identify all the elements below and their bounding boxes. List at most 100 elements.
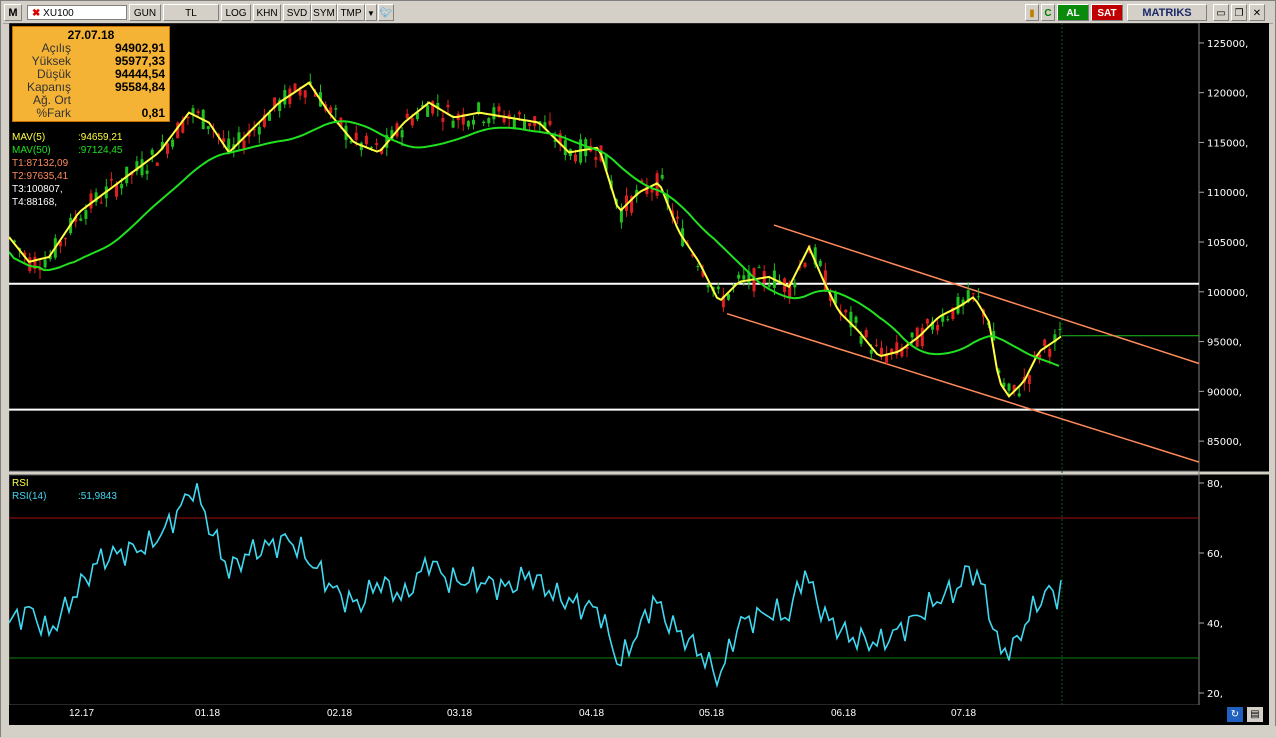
candle-body (757, 267, 761, 269)
candle-body (109, 178, 113, 181)
candle-body (349, 140, 353, 143)
candle-body (920, 327, 924, 347)
candle-body (966, 290, 970, 303)
currency-button[interactable]: TL (163, 4, 219, 21)
indicator-t1: T1:87132,09 (12, 158, 69, 169)
candle-body (834, 291, 838, 304)
tmp-button[interactable]: TMP (337, 4, 365, 21)
candle-body (160, 141, 164, 150)
svd-button[interactable]: SVD (283, 4, 311, 21)
indicator-t2: T2:97635,41 (12, 171, 69, 182)
buy-button[interactable]: AL (1057, 4, 1089, 21)
log-button[interactable]: LOG (221, 4, 251, 21)
chart-area[interactable]: 125000, 120000, 115000, 110000, 105000, 10000… (8, 22, 1269, 706)
maximize-button[interactable]: ❐ (1231, 4, 1247, 21)
candle-body (222, 138, 226, 143)
candle-body (227, 138, 231, 151)
rsi-tick-label: 40, (1207, 619, 1223, 630)
symbol-field[interactable]: ✖ XU100 (27, 5, 127, 20)
time-tick: 02.18 (327, 708, 353, 719)
candle-body (1038, 354, 1042, 360)
candle-body (477, 102, 481, 113)
candle-body (441, 118, 445, 122)
sym-button[interactable]: SYM (311, 4, 337, 21)
candle-body (120, 184, 124, 189)
candle-body (375, 143, 379, 146)
menu-button[interactable]: M (4, 4, 22, 21)
indicator-mav5: MAV(5) :94659,21 (12, 132, 123, 143)
scroll-icon[interactable]: ↻ (1227, 707, 1243, 722)
indicator-value: :94659,21 (78, 132, 123, 143)
indicator-label: MAV(5) (12, 132, 46, 143)
candle-body (298, 89, 302, 96)
candle-body (849, 311, 853, 328)
indicator-value: :97124,45 (78, 145, 123, 156)
period-button[interactable]: GUN (129, 4, 161, 21)
candle-body (890, 348, 894, 353)
candle-body (543, 122, 547, 129)
candle-body (166, 143, 169, 154)
candle-body (278, 99, 282, 111)
candle-body (206, 126, 210, 129)
candle-body (431, 101, 435, 114)
price-tick-label: 125000, (1207, 39, 1248, 50)
sell-button[interactable]: SAT (1091, 4, 1123, 21)
candle-body (696, 265, 700, 267)
candle-body (23, 252, 27, 257)
candle-body (936, 324, 940, 331)
candle-body (155, 162, 159, 166)
candle-body (941, 314, 945, 322)
candle-body (308, 81, 312, 84)
candle-body (334, 108, 338, 110)
lock-icon[interactable]: ▮ (1025, 4, 1039, 21)
candle-body (512, 118, 516, 128)
candle-body (584, 139, 588, 157)
info-label: %Fark (36, 106, 71, 120)
candle-body (951, 307, 955, 320)
minimize-button[interactable]: ▭ (1213, 4, 1229, 21)
candle-body (1053, 334, 1057, 343)
info-value: 94444,54 (114, 67, 165, 81)
close-button[interactable]: ✕ (1249, 4, 1265, 21)
info-value: 95977,33 (114, 54, 165, 68)
time-axis: 12.17 01.18 02.18 03.18 04.18 05.18 06.1… (9, 705, 1269, 725)
info-value: 0,81 (141, 106, 165, 120)
candle-body (716, 286, 720, 290)
info-label: Düşük (36, 67, 71, 81)
candle-body (701, 270, 705, 277)
rsi-line (8, 483, 1062, 689)
candle-body (538, 121, 542, 124)
candle-body (528, 123, 532, 126)
candle-body (421, 105, 424, 107)
chart-svg[interactable]: 125000, 120000, 115000, 110000, 105000, 10000… (8, 22, 1269, 706)
candle-body (150, 149, 154, 155)
candle-body (523, 121, 526, 130)
candle-body (706, 285, 710, 288)
candle-body (727, 294, 730, 300)
candle-body (426, 105, 430, 117)
candle-body (329, 107, 333, 114)
candle-body (665, 194, 669, 203)
info-row-change: %Fark 0,81 (13, 107, 169, 120)
candle-body (13, 240, 16, 243)
rsi-indicator: RSI(14) :51,9843 (12, 491, 117, 502)
khn-button[interactable]: KHN (253, 4, 281, 21)
candle-body (79, 218, 83, 221)
candle-body (303, 90, 307, 98)
expand-icon[interactable]: ▤ (1247, 707, 1263, 722)
candle-body (487, 118, 491, 124)
candle-body (1027, 375, 1031, 384)
twitter-icon[interactable]: 🐦︎ (378, 4, 394, 21)
dropdown-icon[interactable]: ▼ (365, 4, 377, 21)
candle-body (732, 285, 736, 287)
candle-body (196, 111, 200, 114)
refresh-icon[interactable]: C (1041, 4, 1055, 21)
candle-body (900, 347, 904, 357)
candle-body (339, 117, 343, 128)
candle-body (558, 133, 562, 145)
symbol-icon: ✖ (32, 8, 41, 19)
candle-body (1033, 354, 1036, 356)
candle-body (405, 113, 409, 119)
price-tick-label: 120000, (1207, 89, 1248, 100)
candle-body (619, 209, 623, 223)
